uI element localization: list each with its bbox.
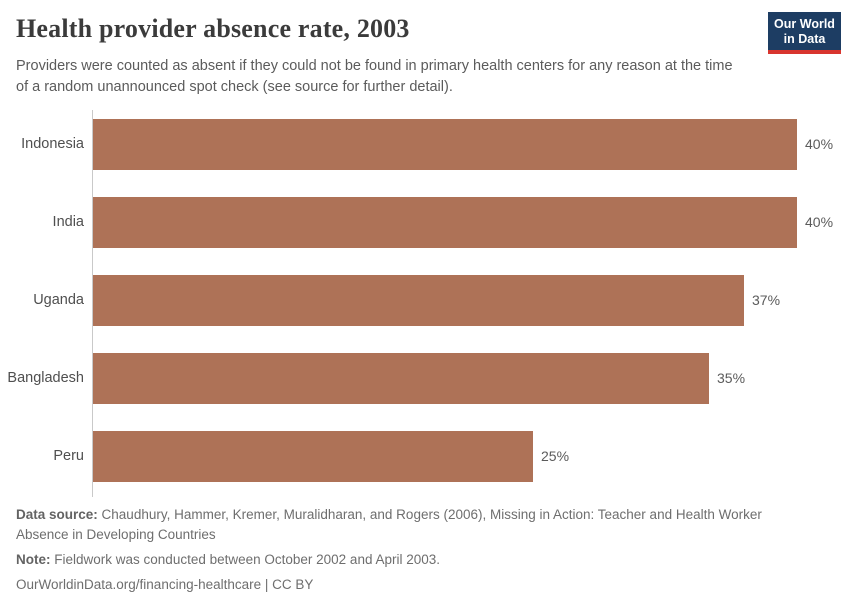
category-label: Peru — [53, 448, 84, 464]
category-label: Bangladesh — [7, 370, 84, 386]
value-label: 40% — [805, 136, 834, 152]
bar-row: India 40% — [0, 183, 850, 261]
bar[interactable] — [93, 274, 744, 326]
chart-footer: Data source: Chaudhury, Hammer, Kremer, … — [16, 505, 808, 600]
citation-link[interactable]: OurWorldinData.org/financing-healthcare … — [16, 577, 314, 592]
note-text: Fieldwork was conducted between October … — [54, 552, 441, 567]
chart-subtitle: Providers were counted as absent if they… — [16, 58, 733, 95]
category-label: Indonesia — [21, 136, 84, 152]
bar[interactable] — [93, 352, 709, 404]
logo-line-2: in Data — [783, 31, 826, 46]
note-label: Note: — [16, 552, 51, 567]
bar-row: Indonesia 40% — [0, 105, 850, 183]
value-label: 40% — [805, 214, 834, 230]
data-source-line: Data source: Chaudhury, Hammer, Kremer, … — [16, 505, 808, 545]
bar-chart: Indonesia 40% India 40% Uganda 37% Bangl… — [0, 105, 850, 497]
value-label: 37% — [752, 292, 781, 308]
category-label: India — [52, 214, 84, 230]
owid-logo[interactable]: Our World in Data — [768, 12, 841, 54]
bar-row: Uganda 37% — [0, 261, 850, 339]
value-label: 35% — [717, 370, 746, 386]
data-source-label: Data source: — [16, 507, 98, 522]
bar[interactable] — [93, 118, 797, 170]
bar-rows-container: Indonesia 40% India 40% Uganda 37% Bangl… — [0, 105, 850, 495]
bar-row: Peru 25% — [0, 417, 850, 495]
category-label: Uganda — [33, 292, 84, 308]
y-axis-line — [92, 110, 93, 497]
value-label: 25% — [541, 448, 570, 464]
logo-line-1: Our World — [774, 17, 835, 31]
bar[interactable] — [93, 430, 533, 482]
data-source-text: Chaudhury, Hammer, Kremer, Muralidharan,… — [16, 507, 762, 542]
page-title: Health provider absence rate, 2003 — [16, 14, 410, 43]
bar[interactable] — [93, 196, 797, 248]
note-line: Note: Fieldwork was conducted between Oc… — [16, 550, 808, 570]
bar-row: Bangladesh 35% — [0, 339, 850, 417]
